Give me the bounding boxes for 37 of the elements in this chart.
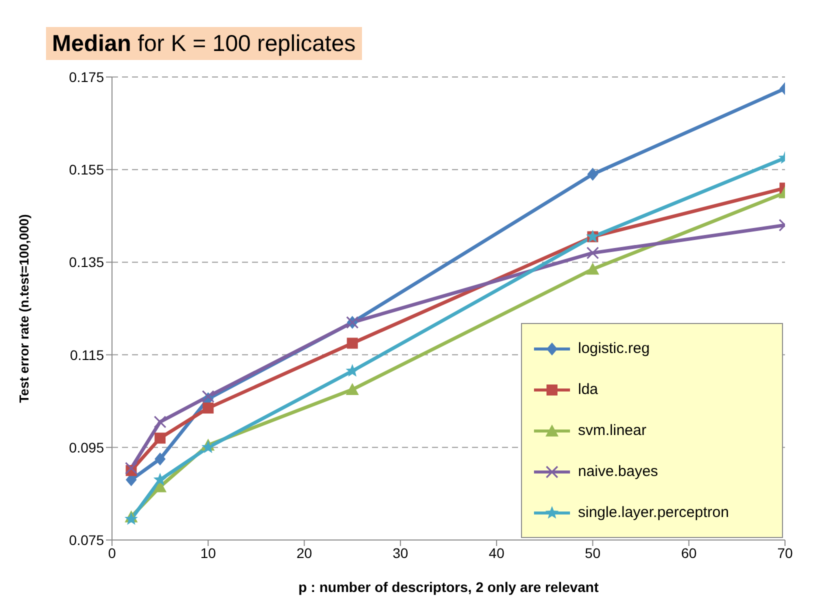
x-tick-label: 10 xyxy=(200,544,216,561)
x-tick-label: 20 xyxy=(296,544,312,561)
y-tick-label: 0.115 xyxy=(70,346,104,363)
y-tick-label: 0.095 xyxy=(68,439,104,456)
y-axis-title: Test error rate (n.test=100,000) xyxy=(16,214,32,403)
point xyxy=(154,416,166,428)
point xyxy=(202,390,214,403)
point xyxy=(586,246,600,260)
y-tick-label: 0.075 xyxy=(68,532,104,548)
legend-label: logistic.reg xyxy=(578,340,650,357)
legend-label: svm.linear xyxy=(578,422,646,439)
point xyxy=(153,472,167,486)
point xyxy=(124,512,138,525)
point xyxy=(587,168,598,181)
point xyxy=(586,262,600,275)
x-axis-title: p : number of descriptors, 2 only are relevant xyxy=(298,579,599,595)
x-tick-label: 40 xyxy=(488,544,505,561)
x-tick-label: 70 xyxy=(777,544,793,561)
legend-label: single.layer.perceptron xyxy=(578,504,729,521)
legend-label: naive.bayes xyxy=(578,463,658,480)
chart-title: Median for K = 100 replicates xyxy=(46,27,362,60)
point xyxy=(346,383,359,396)
y-tick-label: 0.135 xyxy=(68,254,104,270)
point xyxy=(201,440,215,454)
point xyxy=(154,432,166,444)
point xyxy=(346,364,360,377)
x-tick-label: 30 xyxy=(392,544,408,561)
x-tick-label: 50 xyxy=(584,544,601,561)
point xyxy=(202,402,214,414)
y-tick-label: 0.155 xyxy=(68,162,104,178)
x-tick-label: 60 xyxy=(681,544,697,561)
x-tick-label: 0 xyxy=(108,544,116,561)
point xyxy=(154,452,166,466)
legend-label: lda xyxy=(578,381,598,398)
point xyxy=(124,462,138,475)
point xyxy=(346,338,358,349)
y-tick-label: 0.175 xyxy=(68,68,104,85)
